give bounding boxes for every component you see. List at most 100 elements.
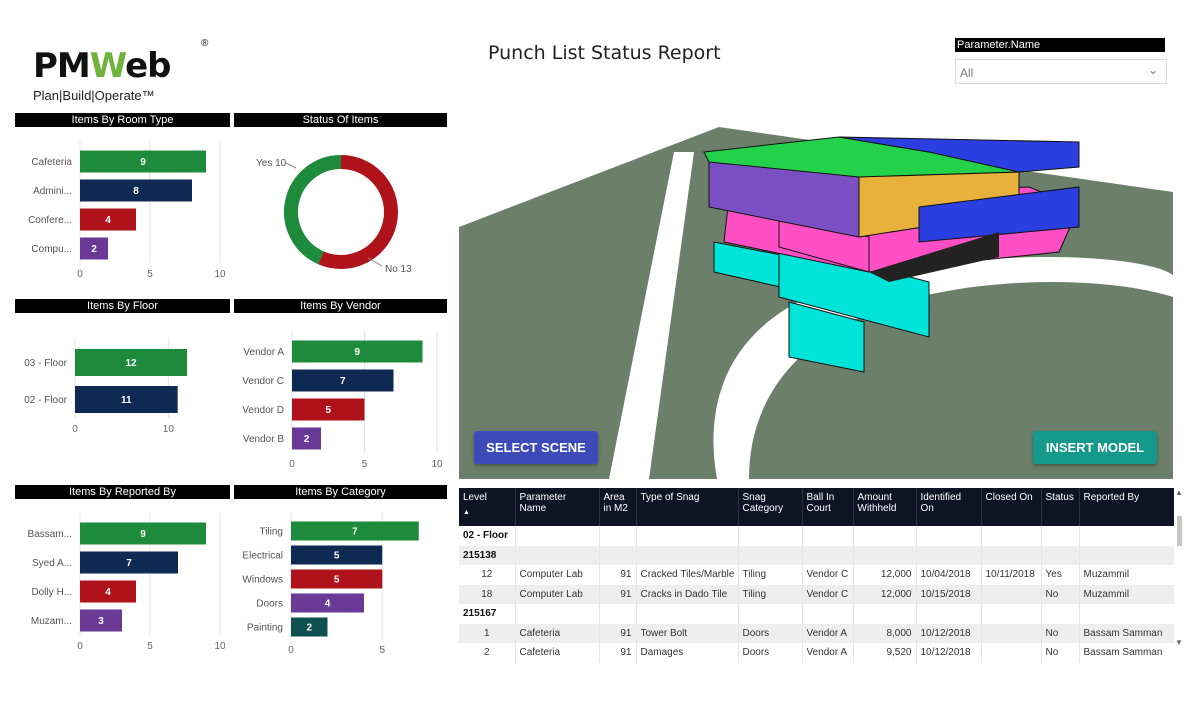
registered-mark: ® (201, 38, 209, 49)
table-group-row[interactable]: 215138 (459, 545, 1174, 565)
bar (80, 551, 178, 574)
bar (80, 179, 192, 202)
table-cell: 91 (599, 643, 637, 663)
category-label: Doors (256, 599, 283, 610)
table-row[interactable]: 2 Cafeteria 91 Damages Doors Vendor A 9,520 10/… (459, 643, 1174, 663)
table-row[interactable]: 1 Cafeteria 91 Tower Bolt Doors Vendor A 8,000… (459, 623, 1174, 643)
slice-leader-line (367, 257, 383, 267)
table-cell (981, 584, 1042, 604)
table-cell: 2 (459, 643, 516, 663)
bar (292, 369, 394, 392)
scroll-thumb[interactable] (1177, 516, 1182, 546)
chart-vendor[interactable]: 0 5 10 Vendor A 9 Vendor C 7 Vendor D 5 Vendor B 2 (234, 316, 447, 481)
table-scrollbar[interactable]: ▲ ▼ (1175, 488, 1185, 658)
category-label: Confere... (28, 215, 72, 226)
punch-list-table[interactable]: Level ▲ Parameter Name Area in M2 Type of Sn… (459, 488, 1174, 668)
table-cell (599, 604, 637, 624)
category-label: Vendor D (242, 405, 284, 416)
table-cell: Doors (738, 623, 803, 643)
table-row[interactable]: 12 Computer Lab 91 Cracked Tiles/Marble Tili… (459, 565, 1174, 585)
data-label: 9 (140, 529, 146, 540)
insert-model-button[interactable]: INSERT MODEL (1033, 431, 1157, 464)
category-label: Admini... (33, 186, 72, 197)
chart-title-floor: Items By Floor (15, 299, 230, 313)
table-cell (738, 545, 803, 565)
column-header[interactable]: Ball In Court (802, 488, 854, 526)
table-cell (515, 526, 600, 546)
data-label: 4 (105, 215, 111, 226)
column-header[interactable]: Type of Snag (636, 488, 739, 526)
column-header[interactable]: Amount Withheld (853, 488, 917, 526)
table-cell: 10/12/2018 (916, 643, 982, 663)
bar-chart-reported-by: 0 5 10 Bassam... 9 Syed A... 7 Dolly H... 4 Muzam… (28, 513, 226, 652)
chart-reported-by[interactable]: 0 5 10 Bassam... 9 Syed A... 7 Dolly H... 4 Muzam… (15, 502, 230, 667)
table-cell: Tiling (738, 584, 803, 604)
chart-floor[interactable]: 0 10 03 - Floor 12 02 - Floor 11 (15, 316, 230, 481)
slice-label-yes: Yes 10 (256, 158, 287, 169)
chart-title-status: Status Of Items (234, 113, 447, 127)
column-header-label: Status (1045, 492, 1074, 503)
table-cell: 1 (459, 623, 516, 643)
column-header[interactable]: Closed On (981, 488, 1042, 526)
column-header[interactable]: Area in M2 (599, 488, 637, 526)
chart-status[interactable]: Yes 10 No 13 (234, 130, 447, 295)
table-cell: 91 (599, 623, 637, 643)
table-header-row: Level ▲ Parameter Name Area in M2 Type of Sn… (459, 488, 1174, 526)
axis-tick-label: 0 (289, 459, 295, 470)
column-header[interactable]: Status (1041, 488, 1080, 526)
table-cell: 12,000 (853, 584, 917, 604)
table-cell (802, 545, 854, 565)
table-group-row[interactable]: 02 - Floor (459, 526, 1174, 546)
table-cell: 10/04/2018 (916, 565, 982, 585)
table-cell: Doors (738, 643, 803, 663)
bar-chart-vendor: 0 5 10 Vendor A 9 Vendor C 7 Vendor D 5 Vendor B 2 (242, 331, 443, 470)
column-header[interactable]: Level ▲ (459, 488, 516, 526)
axis-tick-label: 10 (214, 641, 226, 652)
table-cell (853, 604, 917, 624)
donut-slice (318, 155, 398, 269)
select-scene-button[interactable]: SELECT SCENE (474, 431, 598, 464)
table-cell (916, 545, 982, 565)
chart-title-vendor: Items By Vendor (234, 299, 447, 313)
bar (292, 340, 423, 363)
table-cell: 91 (599, 565, 637, 585)
table-cell: Cracked Tiles/Marble (636, 565, 739, 585)
column-header[interactable]: Parameter Name (515, 488, 600, 526)
table-cell (738, 604, 803, 624)
category-label: Vendor A (243, 347, 284, 358)
scroll-down-icon[interactable]: ▼ (1175, 638, 1183, 647)
data-label: 5 (334, 551, 340, 562)
table-cell (738, 526, 803, 546)
chart-room-type[interactable]: 0 5 10 Cafeteria 9 Admini... 8 Confere... 4 Compu… (15, 130, 230, 295)
table-cell: 9,520 (853, 643, 917, 663)
site-road (609, 152, 694, 479)
table-group-row[interactable]: 215167 (459, 604, 1174, 624)
table-cell: 91 (599, 584, 637, 604)
scroll-up-icon[interactable]: ▲ (1175, 488, 1183, 497)
table-body: 02 - Floor 215138 12 Computer Lab 91 Cracked … (459, 526, 1174, 663)
bar (80, 609, 122, 632)
table-row[interactable]: 18 Computer Lab 91 Cracks in Dado Tile Tilin… (459, 584, 1174, 604)
bim-3d-viewer[interactable] (459, 97, 1173, 479)
category-label: Bassam... (28, 529, 72, 540)
building-block (838, 136, 1080, 173)
category-label: Electrical (242, 551, 283, 562)
report-title: Punch List Status Report (488, 42, 721, 64)
category-label: Muzam... (31, 616, 72, 627)
column-header[interactable]: Identified On (916, 488, 982, 526)
table-cell: 10/12/2018 (916, 623, 982, 643)
logo-wordmark: PMWeb (33, 46, 171, 86)
chart-category[interactable]: 0 5 Tiling 7 Electrical 5 Windows 5 Doors 4 Painti… (234, 502, 447, 667)
axis-tick-label: 10 (214, 269, 226, 280)
column-header[interactable]: Reported By (1079, 488, 1174, 526)
column-header-label: Snag Category (742, 492, 784, 514)
bar (80, 522, 206, 545)
table-cell (981, 604, 1042, 624)
bar (292, 427, 321, 450)
table-cell (1079, 545, 1174, 565)
axis-tick-label: 0 (72, 424, 78, 435)
table-cell (515, 604, 600, 624)
table-cell: Computer Lab (515, 584, 600, 604)
column-header[interactable]: Snag Category (738, 488, 803, 526)
parameter-filter-select[interactable]: All ⌄ (955, 59, 1167, 84)
